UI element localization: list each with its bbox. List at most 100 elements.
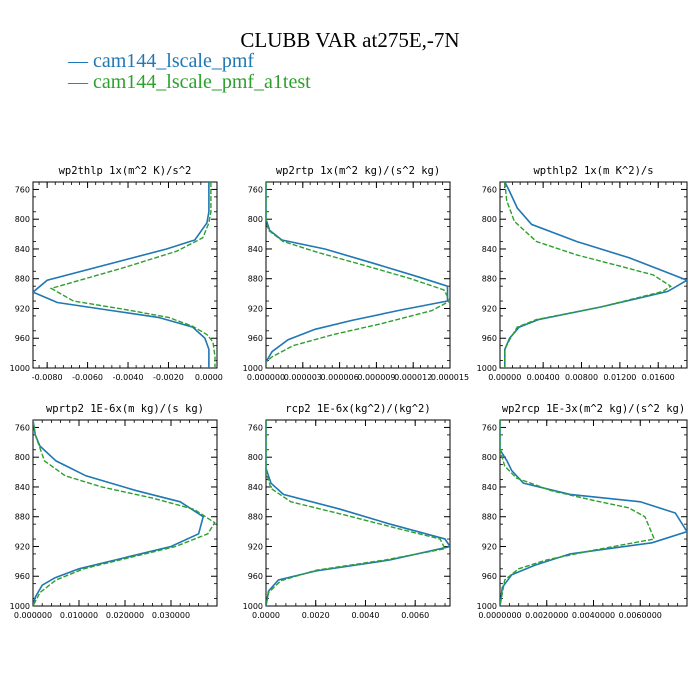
y-tick-label: 960: [482, 572, 497, 581]
series-line-pmf: [503, 182, 687, 368]
x-tick-label: 0.0000000: [478, 611, 521, 620]
series-line-pmf-a1test: [266, 420, 447, 606]
x-tick-label: -0.0040: [113, 373, 144, 382]
series-line-pmf-a1test: [49, 182, 216, 368]
y-tick-label: 920: [248, 304, 263, 313]
x-tick-label: 0.0060: [401, 611, 429, 620]
plot-frame: [265, 419, 451, 607]
y-tick-label: 1000: [243, 602, 263, 611]
x-tick-label: 0.0000: [195, 373, 223, 382]
y-tick-label: 960: [248, 572, 263, 581]
x-tick-label: 0.000012: [394, 373, 432, 382]
y-tick-label: 800: [15, 453, 30, 462]
y-tick-label: 800: [482, 215, 497, 224]
series-line-pmf: [266, 420, 450, 606]
x-tick-label: 0.000006: [321, 373, 359, 382]
x-tick-label: 0.0040: [351, 611, 379, 620]
x-tick-label: 0.000009: [357, 373, 395, 382]
y-tick-label: 960: [15, 334, 30, 343]
x-tick-label: 0.0020000: [525, 611, 568, 620]
x-tick-label: 0.000003: [284, 373, 322, 382]
plot-frame: [499, 419, 688, 607]
x-tick-label: 0.0060000: [619, 611, 662, 620]
x-tick-label: 0.01200: [603, 373, 636, 382]
y-tick-label: 960: [248, 334, 263, 343]
y-tick-label: 960: [15, 572, 30, 581]
y-tick-label: 760: [482, 423, 497, 432]
chart-panel-1: wp2thlp 1x(m^2 K)/s^2 760 800 840 880 920 960 1…: [10, 165, 223, 382]
y-tick-label: 920: [15, 304, 30, 313]
y-tick-label: 800: [482, 453, 497, 462]
panel-title: wp2thlp 1x(m^2 K)/s^2: [59, 165, 192, 177]
x-tick-label: 0.000015: [431, 373, 469, 382]
x-tick-label: 0.0020: [302, 611, 330, 620]
y-tick-label: 1000: [477, 602, 497, 611]
x-tick-label: -0.0020: [153, 373, 184, 382]
y-tick-label: 1000: [10, 602, 30, 611]
y-tick-label: 760: [15, 185, 30, 194]
x-tick-label: 0.0040000: [572, 611, 615, 620]
y-tick-label: 880: [482, 275, 497, 284]
y-tick-label: 920: [482, 304, 497, 313]
series-line-pmf-a1test: [266, 182, 450, 363]
plot-frame: [265, 181, 451, 369]
y-tick-label: 800: [248, 215, 263, 224]
series-line-pmf-a1test: [500, 420, 656, 606]
y-tick-label: 760: [482, 185, 497, 194]
x-tick-label: -0.0080: [32, 373, 63, 382]
x-tick-label: -0.0060: [72, 373, 103, 382]
legend-entry-pmf: — cam144_lscale_pmf: [68, 50, 255, 72]
x-tick-label: 0.01600: [642, 373, 675, 382]
y-tick-label: 800: [248, 453, 263, 462]
y-tick-label: 920: [482, 542, 497, 551]
y-tick-label: 880: [248, 513, 263, 522]
y-tick-label: 880: [248, 275, 263, 284]
chart-panel-6: wp2rcp 1E-3x(m^2 kg)/(s^2 kg) 760 800 840 88…: [477, 403, 688, 620]
y-tick-label: 960: [482, 334, 497, 343]
y-tick-label: 1000: [243, 364, 263, 373]
plot-frame: [32, 181, 218, 369]
y-tick-label: 920: [248, 542, 263, 551]
chart-panel-5: rcp2 1E-6x(kg^2)/(kg^2) 760 800 840 880 920 96…: [243, 403, 451, 620]
legend-entry-pmf-a1test: — cam144_lscale_pmf_a1test: [68, 71, 311, 93]
series-line-pmf-a1test: [33, 420, 216, 606]
y-tick-label: 840: [482, 245, 497, 254]
y-tick-label: 920: [15, 542, 30, 551]
y-tick-label: 840: [248, 483, 263, 492]
x-tick-label: 0.020000: [106, 611, 144, 620]
y-tick-label: 1000: [477, 364, 497, 373]
series-line-pmf: [33, 182, 210, 368]
y-tick-label: 840: [15, 245, 30, 254]
chart-panel-3: wpthlp2 1x(m K^2)/s 760 800 840 880 920 960 100…: [477, 165, 688, 382]
x-tick-label: 0.000000: [247, 373, 285, 382]
x-tick-label: 0.030000: [152, 611, 190, 620]
x-tick-label: 0.010000: [60, 611, 98, 620]
series-line-pmf-a1test: [504, 182, 672, 368]
y-tick-label: 880: [482, 513, 497, 522]
panel-title: wprtp2 1E-6x(m kg)/(s kg): [46, 403, 204, 415]
panel-title: wp2rcp 1E-3x(m^2 kg)/(s^2 kg): [502, 403, 685, 415]
y-tick-label: 1000: [10, 364, 30, 373]
x-tick-label: 0.0000: [252, 611, 280, 620]
y-tick-label: 880: [15, 275, 30, 284]
x-tick-label: 0.00800: [565, 373, 598, 382]
x-tick-label: 0.00000: [488, 373, 521, 382]
plot-frame: [499, 181, 688, 369]
panel-title: wp2rtp 1x(m^2 kg)/(s^2 kg): [276, 165, 440, 177]
y-tick-label: 800: [15, 215, 30, 224]
y-tick-label: 840: [15, 483, 30, 492]
y-tick-label: 760: [248, 423, 263, 432]
figure-title: CLUBB VAR at275E,-7N: [240, 28, 460, 52]
x-tick-label: 0.000000: [14, 611, 52, 620]
y-tick-label: 840: [482, 483, 497, 492]
y-tick-label: 760: [248, 185, 263, 194]
series-line-pmf: [33, 420, 205, 606]
chart-panel-4: wprtp2 1E-6x(m kg)/(s kg) 760 800 840 880 920…: [10, 403, 218, 620]
series-line-pmf: [266, 182, 449, 363]
y-tick-label: 880: [15, 513, 30, 522]
x-tick-label: 0.00400: [527, 373, 560, 382]
panel-title: wpthlp2 1x(m K^2)/s: [533, 165, 653, 177]
panel-title: rcp2 1E-6x(kg^2)/(kg^2): [285, 403, 430, 415]
